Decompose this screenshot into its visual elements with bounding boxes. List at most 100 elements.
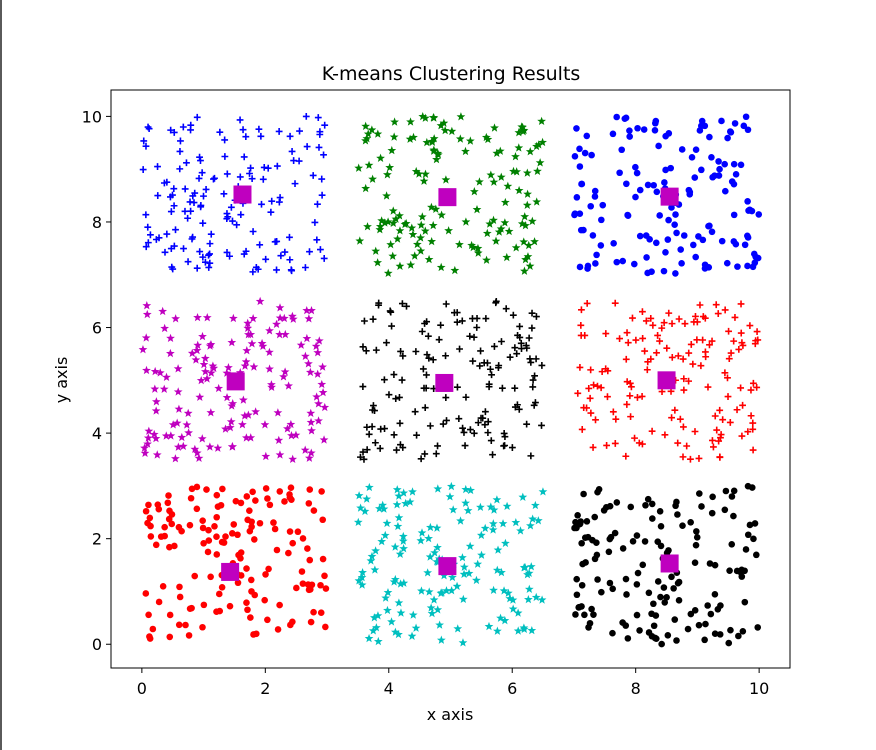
- data-point: [709, 493, 716, 501]
- data-point: [289, 618, 296, 626]
- data-point: [382, 518, 392, 528]
- data-point: [698, 166, 705, 174]
- data-point: [393, 521, 403, 531]
- data-point: [265, 326, 274, 335]
- data-point: [161, 248, 169, 256]
- data-point: [599, 201, 607, 209]
- data-point: [307, 618, 315, 626]
- data-point: [489, 215, 498, 224]
- data-point: [388, 218, 398, 228]
- data-point: [498, 384, 506, 392]
- data-point: [176, 583, 183, 591]
- data-point: [519, 237, 529, 246]
- data-point: [513, 608, 523, 617]
- data-point: [473, 559, 483, 568]
- data-point: [740, 122, 748, 130]
- data-point: [594, 382, 601, 390]
- data-point: [496, 613, 505, 622]
- data-point: [397, 348, 404, 355]
- data-point: [580, 490, 587, 498]
- data-point: [514, 143, 524, 152]
- data-point: [256, 241, 264, 249]
- data-point: [600, 507, 608, 514]
- data-point: [642, 501, 649, 509]
- data-point: [576, 210, 584, 217]
- data-point: [591, 513, 599, 521]
- data-point: [725, 355, 733, 363]
- data-point: [286, 256, 294, 264]
- data-point: [168, 420, 178, 429]
- data-point: [751, 340, 759, 348]
- data-point: [654, 578, 662, 585]
- data-point: [693, 318, 701, 326]
- data-point: [286, 233, 293, 241]
- data-point: [526, 355, 534, 363]
- data-point: [692, 312, 699, 320]
- data-point: [197, 434, 207, 443]
- data-point: [390, 542, 400, 551]
- data-point: [587, 202, 595, 210]
- data-point: [649, 321, 657, 329]
- cluster-6-points: [574, 299, 762, 463]
- data-point: [433, 542, 442, 552]
- data-point: [377, 425, 385, 433]
- data-point: [244, 606, 251, 614]
- data-point: [538, 422, 545, 429]
- data-point: [442, 300, 450, 308]
- data-point: [142, 309, 152, 319]
- data-point: [152, 397, 161, 406]
- data-point: [393, 446, 400, 454]
- data-point: [434, 442, 441, 450]
- data-point: [435, 336, 443, 344]
- data-point: [186, 521, 194, 529]
- data-point: [202, 258, 209, 266]
- data-point: [214, 383, 224, 393]
- data-point: [486, 365, 494, 373]
- data-point: [255, 296, 265, 306]
- data-point: [577, 332, 585, 339]
- data-point: [730, 512, 737, 520]
- data-point: [373, 611, 383, 620]
- data-point: [172, 418, 182, 427]
- data-point: [395, 549, 405, 558]
- data-point: [685, 349, 693, 357]
- data-point: [259, 175, 267, 183]
- data-point: [383, 339, 390, 347]
- data-point: [675, 315, 683, 323]
- data-point: [724, 134, 731, 142]
- data-point: [146, 514, 154, 522]
- data-point: [240, 411, 250, 420]
- data-point: [696, 301, 704, 309]
- data-point: [573, 125, 580, 132]
- data-point: [704, 383, 712, 391]
- data-point: [584, 265, 591, 272]
- data-point: [744, 531, 752, 539]
- data-point: [213, 491, 221, 499]
- data-point: [613, 113, 620, 121]
- data-point: [390, 117, 399, 126]
- data-point: [511, 243, 521, 252]
- data-point: [598, 588, 605, 596]
- data-point: [182, 621, 189, 629]
- data-point: [650, 600, 657, 608]
- data-point: [733, 567, 741, 575]
- data-point: [725, 639, 733, 647]
- data-point: [405, 497, 415, 506]
- data-point: [199, 253, 207, 261]
- data-point: [716, 453, 724, 461]
- data-point: [661, 431, 669, 439]
- data-point: [192, 448, 202, 457]
- data-point: [482, 255, 491, 264]
- cluster-8-points: [354, 111, 547, 277]
- data-point: [613, 499, 621, 506]
- data-point: [222, 392, 232, 402]
- data-point: [671, 221, 678, 229]
- data-point: [458, 317, 466, 325]
- plot-frame: [110, 89, 791, 669]
- data-point: [708, 228, 716, 236]
- data-point: [673, 498, 680, 506]
- data-point: [487, 437, 495, 444]
- data-point: [676, 415, 684, 423]
- data-point: [142, 243, 150, 251]
